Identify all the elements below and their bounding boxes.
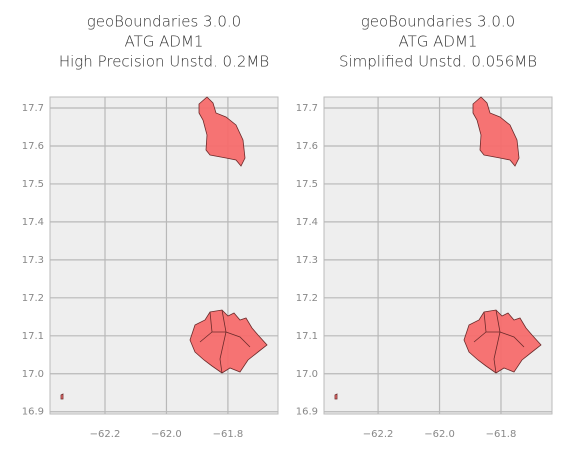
y-tick-label: 17.1 <box>296 331 318 342</box>
panel-title: Simplified Unstd. 0.056MB <box>339 53 537 71</box>
panel-title: High Precision Unstd. 0.2MB <box>59 53 269 71</box>
x-tick-label: −62.0 <box>151 429 182 440</box>
y-tick-label: 16.9 <box>296 407 318 418</box>
region <box>334 393 338 400</box>
y-tick-label: 17.4 <box>22 217 44 228</box>
panel-title: ATG ADM1 <box>399 33 478 51</box>
x-tick-label: −61.8 <box>486 429 517 440</box>
y-tick-label: 17.1 <box>22 331 44 342</box>
region-boundary <box>473 309 525 374</box>
x-tick-label: −61.8 <box>213 429 244 440</box>
y-tick-label: 16.9 <box>22 407 44 418</box>
panel-title: geoBoundaries 3.0.0 <box>361 13 515 31</box>
region <box>198 96 246 167</box>
x-tick-label: −62.0 <box>424 429 455 440</box>
islands <box>334 96 542 400</box>
region-boundary <box>199 309 251 374</box>
y-tick-label: 17.0 <box>296 369 318 380</box>
y-tick-label: 17.6 <box>22 141 44 152</box>
map-panel: geoBoundaries 3.0.0 ATG ADM1 Simplified Un… <box>296 13 553 440</box>
y-tick-label: 17.2 <box>296 293 318 304</box>
y-tick-label: 17.7 <box>22 103 44 114</box>
y-tick-label: 17.5 <box>22 179 44 190</box>
panel-title: geoBoundaries 3.0.0 <box>87 13 241 31</box>
islands <box>60 96 268 400</box>
region <box>472 96 520 167</box>
y-tick-label: 17.4 <box>296 217 318 228</box>
region <box>463 309 542 374</box>
panel-title: ATG ADM1 <box>125 33 204 51</box>
region <box>60 393 64 400</box>
map-panel: geoBoundaries 3.0.0 ATG ADM1 High Precisio… <box>22 13 279 440</box>
y-tick-label: 17.3 <box>296 255 318 266</box>
region <box>189 309 268 374</box>
y-tick-label: 17.3 <box>22 255 44 266</box>
y-tick-label: 17.0 <box>22 369 44 380</box>
y-tick-label: 17.5 <box>296 179 318 190</box>
y-tick-label: 17.2 <box>22 293 44 304</box>
y-tick-label: 17.6 <box>296 141 318 152</box>
x-tick-label: −62.2 <box>363 429 394 440</box>
y-tick-label: 17.7 <box>296 103 318 114</box>
x-tick-label: −62.2 <box>90 429 121 440</box>
